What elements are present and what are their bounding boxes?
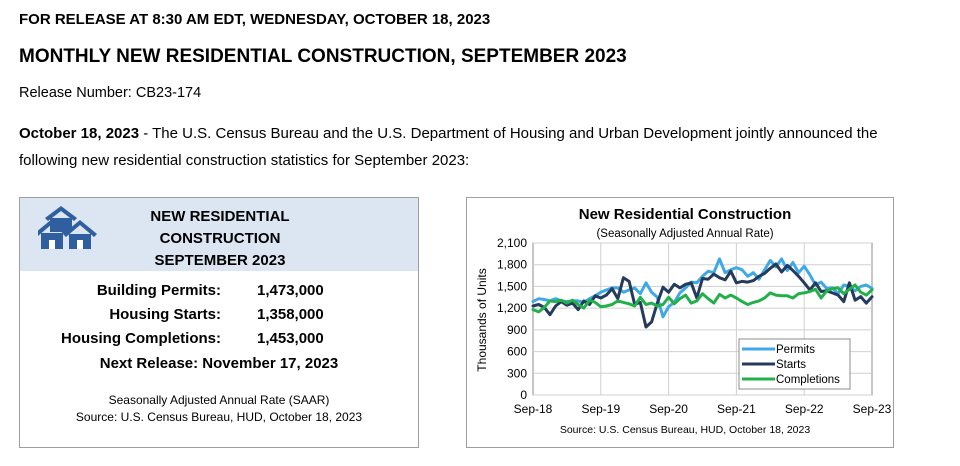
chart-title: New Residential Construction bbox=[579, 206, 792, 223]
intro-date: October 18, 2023 bbox=[19, 125, 140, 142]
x-tick-label: Sep-18 bbox=[514, 402, 553, 416]
y-axis-label: Thousands of Units bbox=[475, 268, 489, 371]
stat-row-permits: Building Permits: 1,473,000 bbox=[20, 282, 418, 304]
legend-label: Completions bbox=[776, 374, 840, 386]
legend-label: Starts bbox=[776, 359, 806, 371]
summary-footnote-saar: Seasonally Adjusted Annual Rate (SAAR) bbox=[108, 393, 330, 407]
y-tick-label: 1,800 bbox=[497, 258, 527, 272]
series-line-completions bbox=[531, 283, 874, 314]
houses-icon bbox=[38, 206, 97, 249]
y-tick-label: 1,200 bbox=[497, 301, 527, 315]
x-tick-label: Sep-22 bbox=[785, 402, 824, 416]
intro-paragraph: October 18, 2023 - The U.S. Census Burea… bbox=[19, 120, 919, 174]
chart-box: New Residential Construction (Seasonally… bbox=[466, 197, 894, 448]
x-tick-label: Sep-23 bbox=[853, 402, 892, 416]
y-tick-label: 900 bbox=[507, 323, 527, 337]
y-tick-label: 2,100 bbox=[497, 236, 527, 250]
chart-source: Source: U.S. Census Bureau, HUD, October… bbox=[560, 424, 811, 436]
stat-label: Housing Completions: bbox=[61, 330, 221, 347]
summary-title: NEW RESIDENTIAL CONSTRUCTION SEPTEMBER 2… bbox=[110, 206, 330, 272]
summary-title-line: NEW RESIDENTIAL bbox=[150, 208, 290, 225]
summary-box: NEW RESIDENTIAL CONSTRUCTION SEPTEMBER 2… bbox=[19, 197, 419, 448]
stat-row-starts: Housing Starts: 1,358,000 bbox=[20, 306, 418, 328]
x-tick-label: Sep-20 bbox=[649, 402, 688, 416]
chart-subtitle: (Seasonally Adjusted Annual Rate) bbox=[596, 228, 773, 240]
stat-row-completions: Housing Completions: 1,453,000 bbox=[20, 330, 418, 352]
stat-value: 1,473,000 bbox=[257, 282, 324, 299]
stat-value: 1,453,000 bbox=[257, 330, 324, 347]
y-tick-label: 0 bbox=[520, 388, 527, 402]
release-number: Release Number: CB23-174 bbox=[19, 85, 202, 101]
legend-label: Permits bbox=[776, 344, 815, 356]
x-tick-label: Sep-19 bbox=[581, 402, 620, 416]
next-release: Next Release: November 17, 2023 bbox=[99, 355, 339, 372]
stat-label: Housing Starts: bbox=[109, 306, 221, 323]
x-tick-label: Sep-21 bbox=[717, 402, 756, 416]
intro-text: - The U.S. Census Bureau and the U.S. De… bbox=[19, 125, 878, 169]
line-chart: New Residential Construction (Seasonally… bbox=[475, 206, 892, 436]
stat-label: Building Permits: bbox=[96, 282, 221, 299]
summary-title-line: SEPTEMBER 2023 bbox=[154, 252, 286, 269]
series-line-starts bbox=[531, 262, 874, 329]
y-tick-label: 300 bbox=[507, 366, 527, 380]
release-line: FOR RELEASE AT 8:30 AM EDT, WEDNESDAY, O… bbox=[19, 11, 491, 28]
y-tick-label: 600 bbox=[507, 345, 527, 359]
summary-title-line: CONSTRUCTION bbox=[159, 230, 281, 247]
page-title: MONTHLY NEW RESIDENTIAL CONSTRUCTION, SE… bbox=[19, 46, 627, 67]
summary-footnote-source: Source: U.S. Census Bureau, HUD, October… bbox=[75, 410, 363, 424]
chart-legend: Permits Starts Completions bbox=[738, 338, 851, 390]
y-tick-label: 1,500 bbox=[497, 279, 527, 293]
stat-value: 1,358,000 bbox=[257, 306, 324, 323]
